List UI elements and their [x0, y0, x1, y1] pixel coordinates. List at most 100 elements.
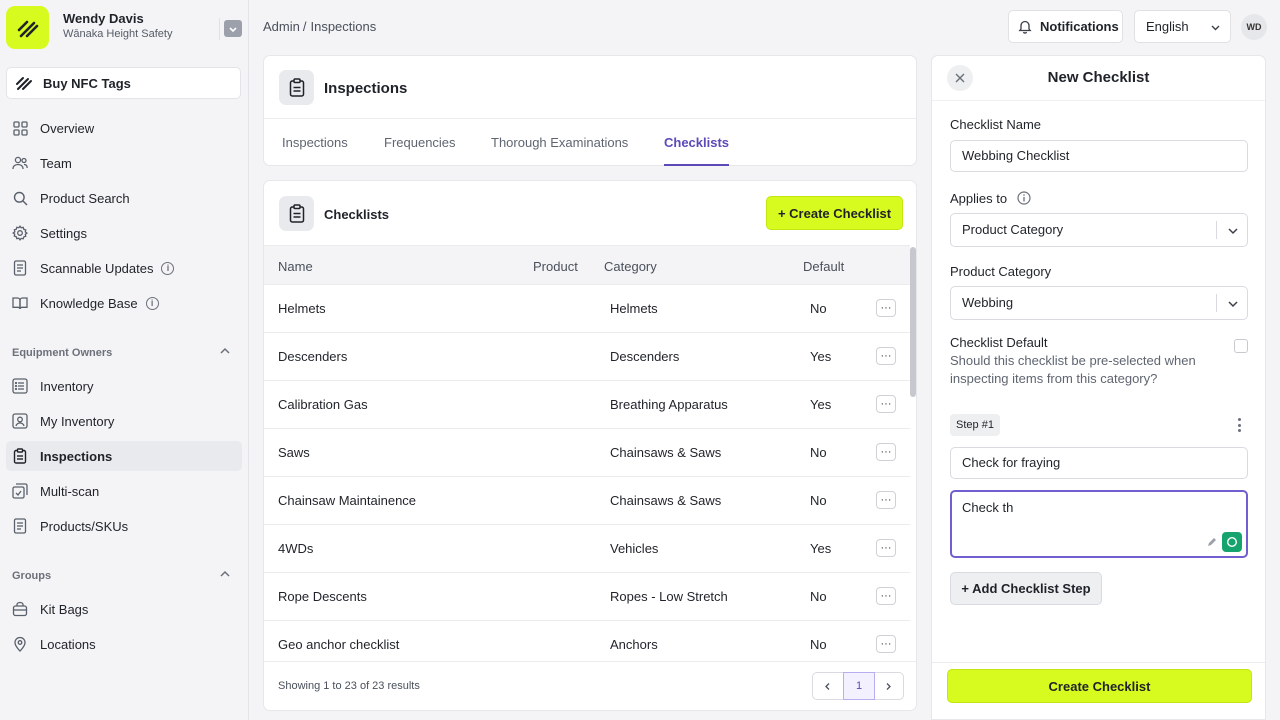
cell-default: No	[810, 637, 827, 652]
product-category-select[interactable]: Webbing	[950, 286, 1248, 320]
row-actions-button[interactable]: ···	[876, 443, 896, 461]
create-checklist-button[interactable]: + Create Checklist	[766, 196, 903, 230]
sidebar-item-settings[interactable]: Settings	[6, 218, 242, 248]
pin-icon	[12, 636, 28, 652]
add-checklist-step-button[interactable]: + Add Checklist Step	[950, 572, 1102, 605]
cell-category: Vehicles	[610, 541, 659, 556]
cell-default: Yes	[810, 541, 832, 556]
table-row[interactable]: Calibration Gas Breathing Apparatus Yes ···	[264, 381, 910, 429]
tab-thorough-examinations[interactable]: Thorough Examinations	[491, 135, 629, 150]
step-description-textarea[interactable]: Check th	[950, 490, 1248, 558]
checklist-name-input[interactable]: Webbing Checklist	[950, 140, 1248, 172]
column-header-category[interactable]: Category	[604, 259, 657, 274]
sidebar-item-products-skus[interactable]: Products/SKUs	[6, 511, 242, 541]
row-actions-button[interactable]: ···	[876, 539, 896, 557]
notifications-button[interactable]: Notifications	[1008, 10, 1123, 43]
step-badge: Step #1	[950, 414, 1000, 436]
cell-default: Yes	[810, 349, 832, 364]
sidebar-item-kit-bags[interactable]: Kit Bags	[6, 594, 242, 624]
table-row[interactable]: Helmets Helmets No ···	[264, 285, 910, 333]
inspections-header-card: Inspections Inspections Frequencies Thor…	[263, 55, 917, 166]
tab-checklists[interactable]: Checklists	[664, 135, 730, 150]
table-row[interactable]: Descenders Descenders Yes ···	[264, 333, 910, 381]
sidebar-item-inventory[interactable]: Inventory	[6, 371, 242, 401]
sidebar-item-label: Kit Bags	[40, 601, 89, 617]
next-page-button[interactable]	[874, 673, 903, 699]
buy-nfc-tags-button[interactable]: Buy NFC Tags	[6, 67, 241, 99]
tab-inspections[interactable]: Inspections	[282, 135, 348, 150]
scrollbar[interactable]	[910, 247, 916, 397]
org-switcher[interactable]: Wendy Davis Wānaka Height Safety	[6, 6, 242, 50]
create-checklist-submit-button[interactable]: Create Checklist	[947, 669, 1252, 703]
table-row[interactable]: Rope Descents Ropes - Low Stretch No ···	[264, 573, 910, 621]
sidebar-item-overview[interactable]: Overview	[6, 113, 242, 143]
table-row[interactable]: Saws Chainsaws & Saws No ···	[264, 429, 910, 477]
sidebar-item-multi-scan[interactable]: Multi-scan	[6, 476, 242, 506]
sidebar-item-my-inventory[interactable]: My Inventory	[6, 406, 242, 436]
table-row[interactable]: Chainsaw Maintainence Chainsaws & Saws No ·…	[264, 477, 910, 525]
column-header-product[interactable]: Product	[533, 259, 578, 274]
info-icon[interactable]	[1017, 191, 1031, 205]
table-row[interactable]: 4WDs Vehicles Yes ···	[264, 525, 910, 573]
applies-to-select[interactable]: Product Category	[950, 213, 1248, 247]
current-page-button[interactable]: 1	[843, 672, 875, 700]
sidebar-item-product-search[interactable]: Product Search	[6, 183, 242, 213]
row-actions-button[interactable]: ···	[876, 635, 896, 653]
row-actions-button[interactable]: ···	[876, 395, 896, 413]
notifications-label: Notifications	[1040, 19, 1119, 34]
info-icon[interactable]: i	[145, 296, 159, 310]
row-actions-button[interactable]: ···	[876, 587, 896, 605]
language-select[interactable]: English	[1134, 10, 1231, 43]
row-actions-button[interactable]: ···	[876, 299, 896, 317]
gear-icon	[12, 225, 28, 241]
checklist-default-checkbox[interactable]	[1234, 339, 1248, 353]
product-category-value: Webbing	[962, 295, 1014, 310]
sidebar-item-label: Products/SKUs	[40, 518, 129, 534]
grammarly-icon[interactable]	[1222, 532, 1242, 552]
table-header: Name Product Category Default	[264, 245, 910, 285]
document-icon	[12, 260, 28, 276]
cell-default: No	[810, 301, 827, 316]
divider	[932, 662, 1265, 663]
divider	[932, 100, 1265, 101]
cell-default: Yes	[810, 397, 832, 412]
cell-name: Chainsaw Maintainence	[278, 493, 417, 508]
step-menu-icon[interactable]	[1235, 417, 1243, 433]
row-actions-button[interactable]: ···	[876, 347, 896, 365]
applies-to-label: Applies to	[950, 191, 1031, 206]
sidebar-item-locations[interactable]: Locations	[6, 629, 242, 659]
cell-category: Chainsaws & Saws	[610, 493, 722, 508]
org-company-name: Wānaka Height Safety	[63, 28, 173, 40]
user-list-icon	[12, 413, 28, 429]
column-header-default[interactable]: Default	[803, 259, 845, 274]
close-icon[interactable]	[947, 65, 973, 91]
breadcrumb-root[interactable]: Admin	[263, 19, 300, 34]
sidebar-item-team[interactable]: Team	[6, 148, 242, 178]
chevron-down-icon	[1227, 225, 1239, 237]
step-title-input[interactable]: Check for fraying	[950, 447, 1248, 479]
chevron-up-icon[interactable]	[219, 345, 231, 357]
column-header-name[interactable]: Name	[278, 259, 313, 274]
chevron-down-icon[interactable]	[224, 20, 242, 37]
cell-category: Breathing Apparatus	[610, 397, 728, 412]
checklist-default-help: Should this checklist be pre-selected wh…	[950, 353, 1196, 386]
sidebar-item-knowledge-base[interactable]: Knowledge Base i	[6, 288, 242, 318]
cell-name: 4WDs	[278, 541, 314, 556]
avatar[interactable]: WD	[1241, 14, 1267, 40]
sidebar-item-label: Locations	[40, 636, 96, 652]
breadcrumb-current: Inspections	[310, 19, 377, 34]
checklist-name-label: Checklist Name	[950, 117, 1042, 132]
divider	[264, 118, 916, 119]
chevron-up-icon[interactable]	[219, 568, 231, 580]
pencil-icon[interactable]	[1206, 536, 1218, 548]
tab-frequencies[interactable]: Frequencies	[384, 135, 456, 150]
active-tab-indicator	[664, 164, 729, 166]
info-icon[interactable]: i	[161, 261, 175, 275]
panel-title: New Checklist	[1047, 69, 1150, 86]
row-actions-button[interactable]: ···	[876, 491, 896, 509]
cell-category: Ropes - Low Stretch	[610, 589, 728, 604]
sidebar-item-inspections[interactable]: Inspections	[6, 441, 242, 471]
cell-name: Geo anchor checklist	[278, 637, 400, 652]
prev-page-button[interactable]	[813, 673, 842, 699]
sidebar-item-scannable-updates[interactable]: Scannable Updates i	[6, 253, 242, 283]
